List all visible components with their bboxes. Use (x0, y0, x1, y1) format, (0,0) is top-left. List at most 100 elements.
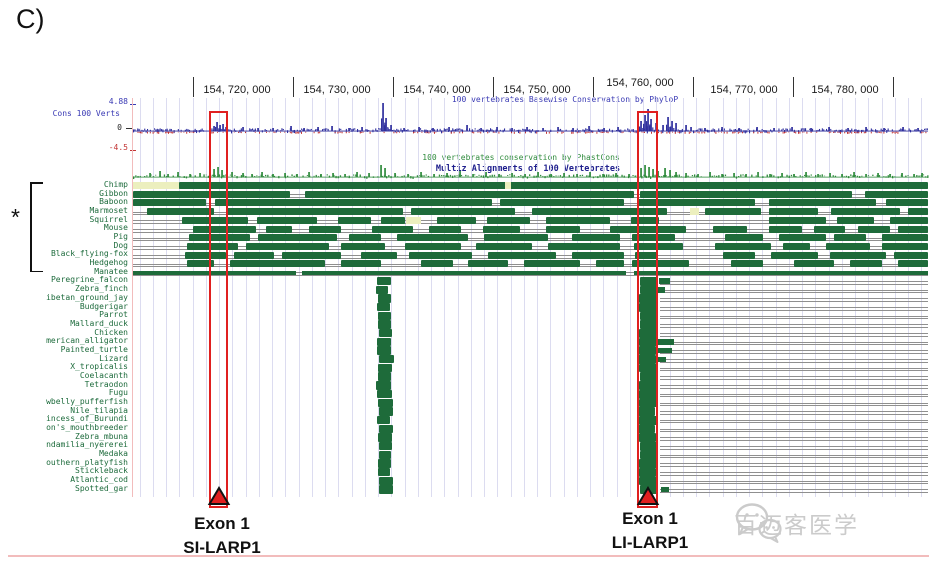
conserved-column-block (638, 424, 656, 434)
phylop-scale-min-tick (130, 150, 136, 151)
exon-annotation-line1: Exon 1 (622, 509, 678, 528)
alignment-row-line (660, 422, 928, 424)
alignment-block-pale (133, 182, 180, 190)
highlight-box-li-larp1-exon1 (637, 111, 658, 508)
conserved-column-block (639, 303, 657, 312)
alignment-row-line (660, 350, 928, 352)
alignment-block (133, 271, 296, 276)
alignment-block-pale (505, 182, 512, 190)
species-label: X_tropicalis (70, 362, 128, 372)
gridline (828, 98, 830, 497)
alignment-row-line (660, 411, 928, 413)
alignment-block (725, 234, 763, 242)
gridline (855, 98, 856, 497)
conserved-column-block (378, 450, 392, 459)
phylop-scale-max-tick (130, 104, 136, 105)
ruler-tick (293, 77, 294, 97)
gridline (868, 98, 870, 497)
species-label: Gibbon (99, 188, 128, 198)
gridline (709, 98, 711, 497)
alignment-row-line (660, 315, 928, 317)
plot-left-edge (131, 98, 133, 497)
alignment-row-line (660, 309, 928, 311)
alignment-block (632, 234, 676, 242)
species-label: Parrot (99, 310, 128, 320)
alignment-row-line (660, 387, 928, 389)
gridline (841, 98, 843, 497)
ruler-tick (793, 77, 794, 97)
alignment-block (371, 225, 413, 233)
gridline (590, 98, 591, 497)
exon-annotation-line1: Exon 1 (194, 514, 250, 533)
conserved-column-block (377, 276, 391, 286)
exon-annotation-si-larp1: Exon 1 SI-LARP1 (158, 512, 286, 560)
alignment-row-line (133, 214, 928, 216)
gridline (431, 98, 432, 497)
alignment-row-line (660, 353, 928, 354)
gridline (166, 98, 167, 497)
figure-bottom-edge (8, 555, 929, 557)
alignment-row-line (660, 402, 928, 404)
species-label: Manatee (94, 266, 128, 276)
phylop-scale-min: -4.5 (108, 143, 128, 152)
alignment-block (730, 260, 763, 268)
alignment-block (834, 234, 866, 242)
alignment-block-pale (689, 208, 700, 216)
ruler-label: 154, 770, 000 (710, 84, 778, 96)
alignment-block (610, 225, 686, 233)
alignment-block (837, 216, 874, 224)
alignment-block (184, 251, 226, 259)
ruler-tick (693, 77, 694, 97)
gridline (815, 98, 817, 497)
gridline (881, 98, 883, 497)
alignment-block-pale (406, 216, 421, 224)
gridline (470, 98, 472, 497)
alignment-block (633, 242, 684, 250)
species-label: ndamilia_nyererei (46, 440, 128, 450)
species-label: wbelly_pufferfish (46, 397, 128, 406)
watermark-text: 百迈客医学 (734, 512, 859, 538)
ruler-tick (593, 77, 594, 97)
mammal-group-bracket-top (30, 182, 43, 184)
conserved-column-block (638, 398, 657, 408)
alignment-block (889, 216, 928, 224)
alignment-row-line (133, 231, 928, 233)
alignment-row-line (660, 419, 928, 421)
alignment-block (381, 216, 405, 224)
alignment-block (233, 251, 274, 259)
species-label: Medaka (99, 449, 128, 459)
conserved-column-block (377, 294, 391, 303)
conserved-column-block (376, 285, 389, 295)
alignment-block (571, 234, 620, 242)
ruler-tick (493, 77, 494, 97)
species-label: Nile_tilapia (70, 405, 128, 415)
gridline (802, 98, 803, 497)
gridline (696, 98, 697, 497)
alignment-row-line (133, 222, 928, 224)
alignment-block (571, 251, 624, 259)
species-label: Spotted_gar (75, 483, 128, 493)
conserved-column-block (378, 372, 392, 381)
alignment-block (657, 347, 672, 354)
alignment-row-line (660, 367, 928, 369)
alignment-block (705, 208, 762, 216)
species-label: Hedgehog (89, 258, 128, 268)
alignment-block (482, 225, 521, 233)
conserved-column-block (378, 476, 394, 485)
species-label: ibetan_ground_jay (46, 292, 128, 302)
alignment-block (179, 182, 928, 190)
alignment-row-line (660, 491, 928, 493)
alignment-row-line (660, 379, 928, 380)
species-label: Atlantic_cod (70, 475, 128, 485)
species-label: Stickleback (75, 466, 128, 476)
alignment-row-line (660, 333, 928, 334)
alignment-row-line (660, 292, 928, 294)
gridline (152, 98, 154, 497)
conserved-column-block (377, 459, 392, 468)
alignment-row-line (660, 289, 928, 291)
alignment-block (813, 225, 846, 233)
species-label: outhern_platyfish (46, 457, 128, 467)
gridline (576, 98, 578, 497)
conserved-column-block (377, 389, 392, 399)
alignment-block (420, 260, 453, 268)
